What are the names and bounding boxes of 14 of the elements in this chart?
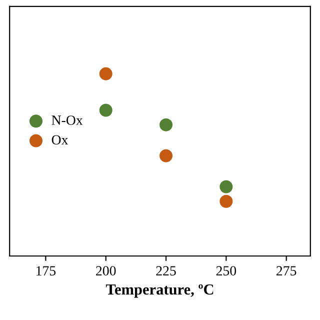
- x-tick-label: 250: [216, 266, 236, 276]
- point: [160, 149, 173, 162]
- legend-label: Ox: [52, 135, 68, 145]
- point: [160, 118, 173, 132]
- point: [220, 194, 233, 208]
- x-tick-label: 225: [156, 266, 176, 276]
- legend-label: N-Ox: [52, 116, 83, 125]
- point: [99, 104, 112, 117]
- x-axis-title: Temperature, ºC: [106, 284, 214, 298]
- point: [220, 180, 233, 194]
- x-tick-label: 275: [276, 266, 296, 276]
- x-tick-label: 175: [36, 266, 56, 276]
- x-tick-label: 200: [96, 266, 116, 276]
- point: [99, 67, 112, 80]
